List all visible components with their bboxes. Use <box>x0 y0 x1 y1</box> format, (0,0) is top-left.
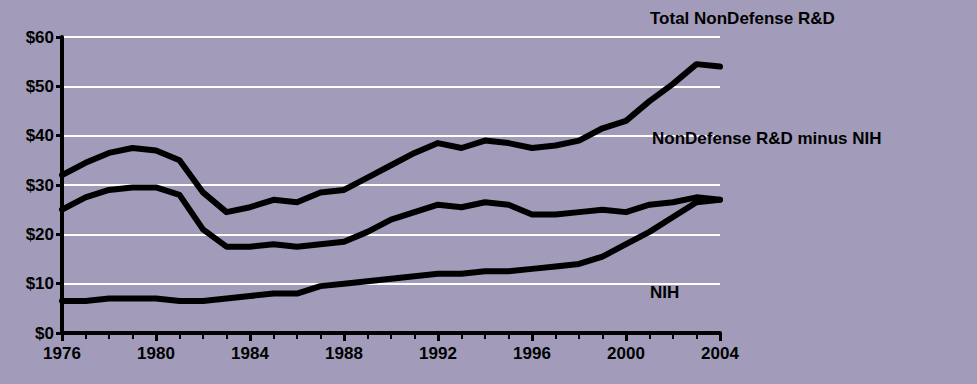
svg-text:$40: $40 <box>26 126 54 145</box>
svg-text:2004: 2004 <box>701 344 739 363</box>
svg-text:2000: 2000 <box>607 344 645 363</box>
svg-text:$10: $10 <box>26 274 54 293</box>
svg-text:1984: 1984 <box>231 344 269 363</box>
svg-text:1976: 1976 <box>43 344 81 363</box>
svg-text:$60: $60 <box>26 28 54 47</box>
svg-text:NIH: NIH <box>650 283 679 302</box>
svg-text:$50: $50 <box>26 77 54 96</box>
svg-text:$20: $20 <box>26 225 54 244</box>
svg-text:1996: 1996 <box>513 344 551 363</box>
svg-text:1992: 1992 <box>419 344 457 363</box>
svg-text:$0: $0 <box>35 324 54 343</box>
svg-text:1988: 1988 <box>325 344 363 363</box>
svg-text:Total NonDefense R&D: Total NonDefense R&D <box>650 9 835 28</box>
svg-text:$30: $30 <box>26 176 54 195</box>
svg-text:1980: 1980 <box>137 344 175 363</box>
svg-text:NonDefense R&D minus NIH: NonDefense R&D minus NIH <box>652 129 882 148</box>
